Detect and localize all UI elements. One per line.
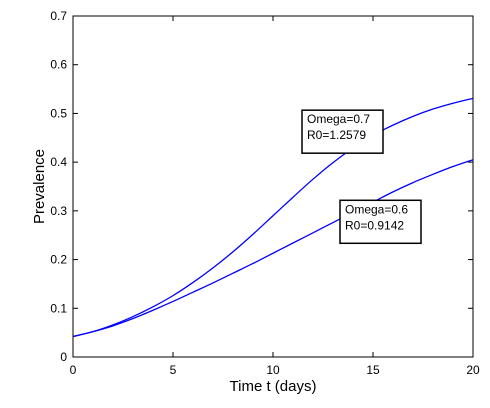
x-tick-label: 20 (466, 363, 480, 377)
y-tick-label: 0.2 (50, 253, 67, 267)
series-lines (72, 97, 474, 338)
annotation-text: Omega=0.6 (345, 202, 408, 216)
annotation-box-2 (339, 199, 422, 245)
x-tick-label: 0 (70, 363, 77, 377)
y-tick-label: 0.3 (50, 204, 67, 218)
tick-marks (72, 15, 474, 358)
series-line-1 (72, 97, 474, 338)
y-tick-label: 0.6 (50, 58, 67, 72)
y-axis-label: Prevalence (31, 149, 48, 224)
x-axis-label: Time t (days) (230, 378, 317, 395)
tick-labels: 0 5 10 15 20 0 0.1 0.2 0.3 0.4 0.5 0.6 0.7 (50, 9, 480, 377)
y-tick-label: 0.4 (50, 155, 67, 169)
plot-area-frame (72, 15, 474, 358)
x-tick-label: 15 (366, 363, 380, 377)
x-tick-label: 5 (170, 363, 177, 377)
annotation-text: R0=0.9142 (345, 218, 404, 232)
y-tick-label: 0.1 (50, 301, 67, 315)
series-line-2 (72, 159, 474, 338)
annotation-box-1 (301, 109, 384, 154)
x-tick-label: 10 (266, 363, 280, 377)
y-tick-label: 0.5 (50, 106, 67, 120)
annotation-text: Omega=0.7 (307, 112, 370, 126)
annotation-text: R0=1.2579 (307, 128, 366, 142)
y-tick-label: 0 (60, 350, 67, 364)
y-tick-label: 0.7 (50, 9, 67, 23)
annotations: Omega=0.7 R0=1.2579 Omega=0.6 R0=0.9142 (301, 109, 422, 245)
